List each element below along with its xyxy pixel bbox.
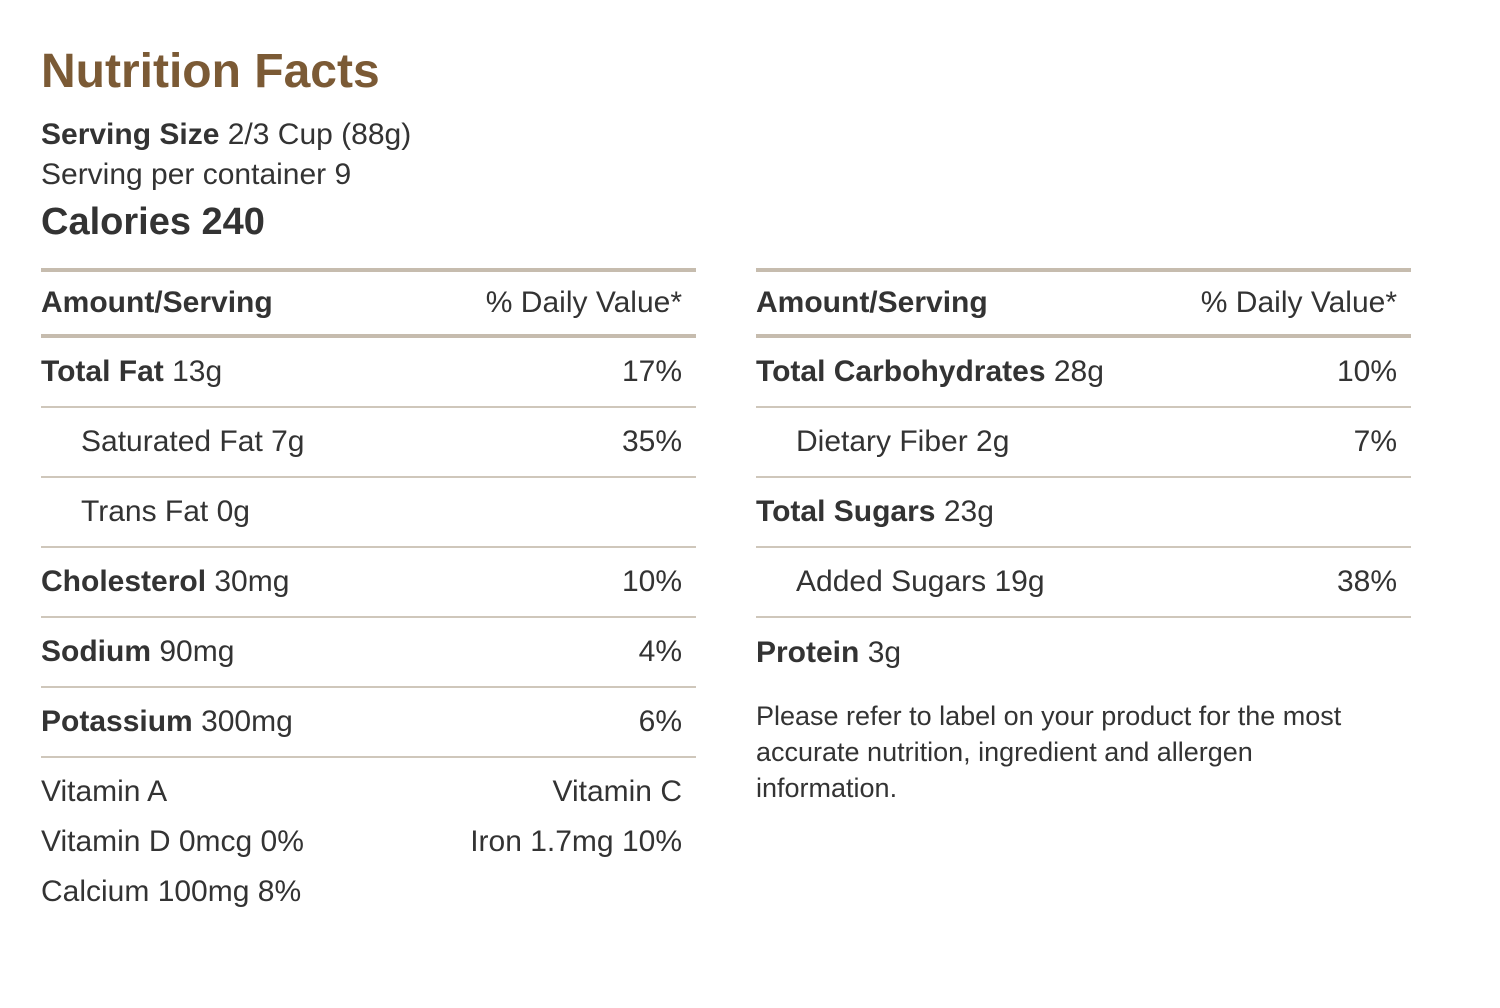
nutrient-row-dietary-fiber: Dietary Fiber 2g 7%	[756, 408, 1411, 478]
nutrient-name: Total Sugars	[756, 495, 936, 528]
nutrient-name: Total Fat	[41, 355, 164, 388]
nutrient-row-saturated-fat: Saturated Fat 7g 35%	[41, 408, 696, 478]
vitamin-left: Calcium 100mg 8%	[41, 875, 302, 908]
vitamin-right: Iron 1.7mg 10%	[470, 825, 682, 858]
nutrient-amount: 28g	[1053, 355, 1104, 388]
nutrient-dv: 38%	[1336, 565, 1397, 598]
nutrient-amount: 23g	[943, 495, 994, 528]
nutrient-row-total-sugars: Total Sugars 23g	[756, 478, 1411, 548]
nutrient-row-total-carbohydrates: Total Carbohydrates 28g 10%	[756, 338, 1411, 408]
nutrient-amount: 3g	[867, 636, 902, 669]
servings-per-container: Serving per container 9	[41, 158, 352, 191]
nutrient-name: Sodium	[41, 635, 151, 668]
nutrient-row-potassium: Potassium 300mg 6%	[41, 688, 696, 758]
disclaimer-note: Please refer to label on your product fo…	[756, 701, 1342, 803]
daily-value-header: % Daily Value*	[485, 286, 682, 319]
nutrient-amount: 30mg	[214, 565, 290, 598]
left-nutrient-panel: Amount/Serving % Daily Value* Total Fat …	[41, 268, 696, 917]
nutrient-name: Added Sugars 19g	[796, 565, 1045, 598]
right-nutrient-panel: Amount/Serving % Daily Value* Total Carb…	[756, 268, 1411, 806]
nutrient-name: Total Carbohydrates	[756, 355, 1046, 388]
calories: Calories 240	[41, 201, 265, 243]
nutrient-dv: 10%	[621, 565, 682, 598]
amount-serving-header: Amount/Serving	[41, 286, 273, 319]
nutrient-row-trans-fat: Trans Fat 0g	[41, 478, 696, 548]
nutrient-amount: 90mg	[159, 635, 235, 668]
serving-size-label: Serving Size	[41, 118, 220, 151]
daily-value-header: % Daily Value*	[1200, 286, 1397, 319]
nutrient-row-protein: Protein 3g	[756, 618, 1411, 688]
vitamin-right: Vitamin C	[552, 775, 683, 808]
right-column-header: Amount/Serving % Daily Value*	[756, 268, 1411, 338]
nutrient-row-cholesterol: Cholesterol 30mg 10%	[41, 548, 696, 618]
amount-serving-header: Amount/Serving	[756, 286, 988, 319]
vitamin-left: Vitamin D 0mcg 0%	[41, 825, 304, 858]
nutrient-dv: 17%	[621, 355, 682, 388]
nutrient-name: Protein	[756, 636, 860, 669]
nutrient-name: Saturated Fat 7g	[81, 425, 305, 458]
vitamin-left: Vitamin A	[41, 775, 168, 808]
nutrient-amount: 300mg	[201, 705, 293, 738]
nutrient-amount: 13g	[172, 355, 223, 388]
vitamin-row: Vitamin D 0mcg 0% Iron 1.7mg 10%	[41, 817, 696, 867]
serving-size-value: 2/3 Cup (88g)	[227, 118, 412, 151]
vitamin-row: Vitamin A Vitamin C	[41, 767, 696, 817]
nutrient-name: Potassium	[41, 705, 193, 738]
nutrient-dv: 4%	[638, 635, 682, 668]
nutrient-name: Cholesterol	[41, 565, 207, 598]
nutrient-name: Dietary Fiber 2g	[796, 425, 1010, 458]
nutrient-row-added-sugars: Added Sugars 19g 38%	[756, 548, 1411, 618]
nutrient-name: Trans Fat 0g	[81, 495, 250, 528]
page-title: Nutrition Facts	[41, 45, 380, 98]
serving-size: Serving Size 2/3 Cup (88g)	[41, 116, 411, 154]
vitamin-row: Calcium 100mg 8%	[41, 867, 696, 917]
nutrient-dv: 7%	[1353, 425, 1397, 458]
nutrient-dv: 10%	[1336, 355, 1397, 388]
nutrient-row-sodium: Sodium 90mg 4%	[41, 618, 696, 688]
nutrient-dv: 6%	[638, 705, 682, 738]
left-column-header: Amount/Serving % Daily Value*	[41, 268, 696, 338]
nutrient-row-total-fat: Total Fat 13g 17%	[41, 338, 696, 408]
nutrient-dv: 35%	[621, 425, 682, 458]
